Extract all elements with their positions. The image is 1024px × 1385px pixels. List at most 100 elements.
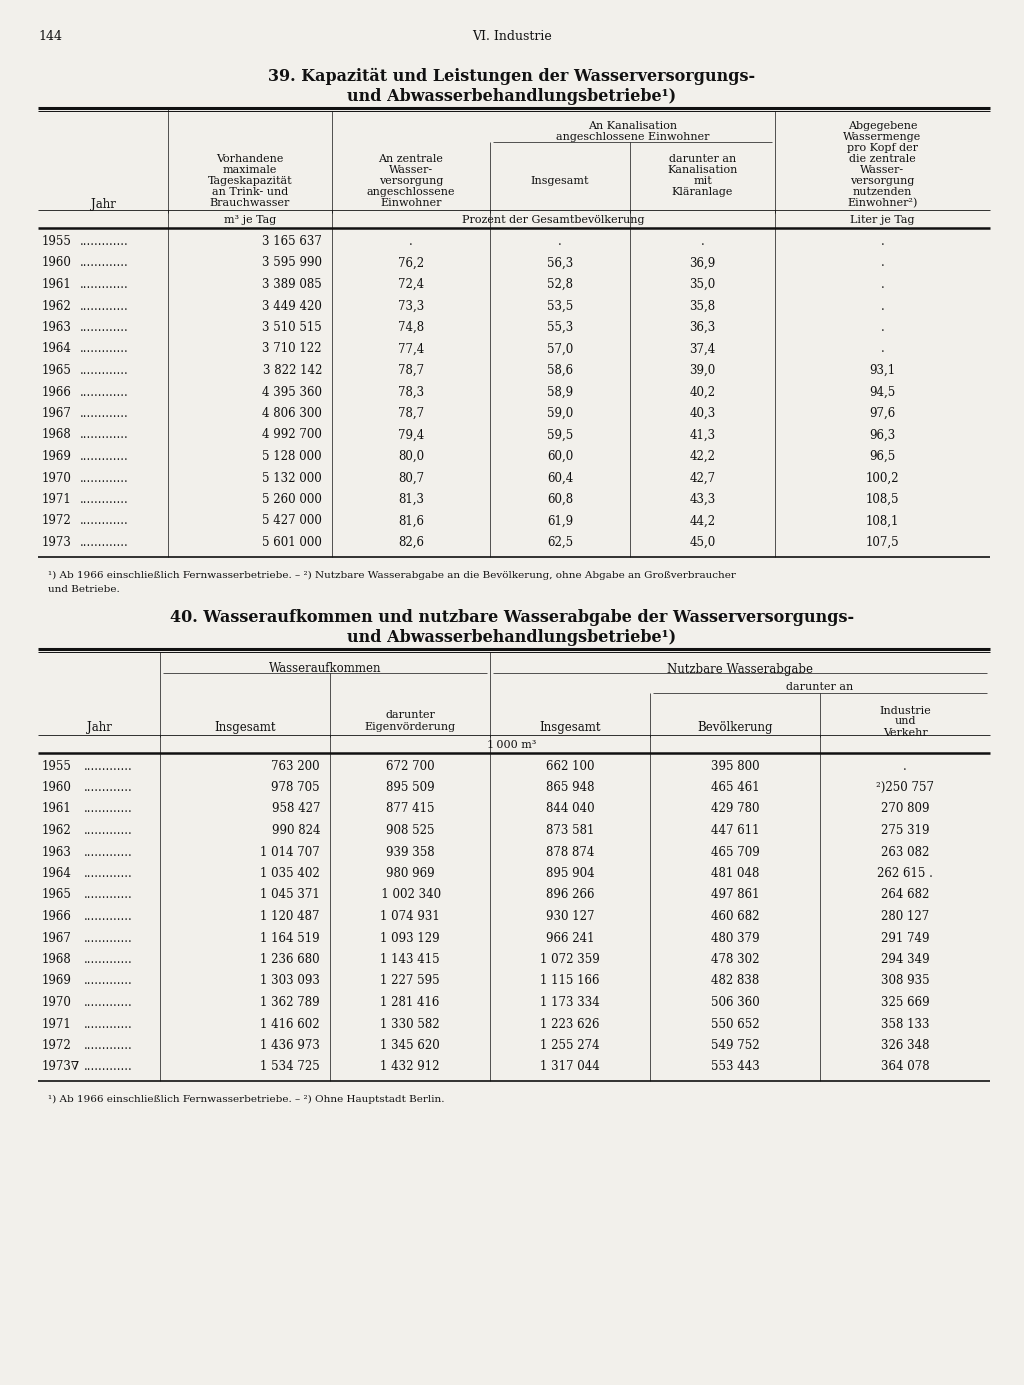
Text: 364 078: 364 078 [881, 1061, 930, 1073]
Text: 270 809: 270 809 [881, 802, 929, 816]
Text: Insgesamt: Insgesamt [540, 720, 601, 734]
Text: 3 710 122: 3 710 122 [262, 342, 322, 356]
Text: 93,1: 93,1 [869, 364, 896, 377]
Text: 1969: 1969 [42, 975, 72, 988]
Text: 908 525: 908 525 [386, 824, 434, 837]
Text: und: und [894, 716, 915, 727]
Text: Wasser-: Wasser- [389, 165, 433, 175]
Text: 1 120 487: 1 120 487 [260, 910, 319, 922]
Text: 1962: 1962 [42, 824, 72, 837]
Text: Insgesamt: Insgesamt [214, 720, 275, 734]
Text: 5 601 000: 5 601 000 [262, 536, 322, 548]
Text: 275 319: 275 319 [881, 824, 929, 837]
Text: 930 127: 930 127 [546, 910, 594, 922]
Text: Bevölkerung: Bevölkerung [697, 720, 773, 734]
Text: 308 935: 308 935 [881, 975, 930, 988]
Text: 978 705: 978 705 [271, 781, 319, 794]
Text: darunter: darunter [385, 711, 435, 720]
Text: 1 000 m³: 1 000 m³ [487, 740, 537, 749]
Text: .: . [881, 235, 885, 248]
Text: 1 072 359: 1 072 359 [540, 953, 600, 965]
Text: darunter an: darunter an [669, 154, 736, 163]
Text: 1966: 1966 [42, 385, 72, 399]
Text: 78,3: 78,3 [398, 385, 424, 399]
Text: 326 348: 326 348 [881, 1039, 929, 1053]
Text: 55,3: 55,3 [547, 321, 573, 334]
Text: versorgung: versorgung [379, 176, 443, 186]
Text: 82,6: 82,6 [398, 536, 424, 548]
Text: .: . [410, 235, 413, 248]
Text: 1 255 274: 1 255 274 [541, 1039, 600, 1053]
Text: 3 449 420: 3 449 420 [262, 299, 322, 313]
Text: 1962: 1962 [42, 299, 72, 313]
Text: an Trink- und: an Trink- und [212, 187, 288, 197]
Text: 78,7: 78,7 [398, 364, 424, 377]
Text: An Kanalisation: An Kanalisation [588, 120, 677, 132]
Text: 460 682: 460 682 [711, 910, 759, 922]
Text: 3 595 990: 3 595 990 [262, 256, 322, 270]
Text: 1963: 1963 [42, 845, 72, 859]
Text: 895 904: 895 904 [546, 867, 594, 879]
Text: 465 709: 465 709 [711, 845, 760, 859]
Text: 1973: 1973 [42, 536, 72, 548]
Text: 56,3: 56,3 [547, 256, 573, 270]
Text: 1 143 415: 1 143 415 [380, 953, 440, 965]
Text: .: . [903, 759, 907, 773]
Text: .............: ............. [84, 910, 133, 922]
Text: Industrie: Industrie [880, 705, 931, 716]
Text: Wasser-: Wasser- [860, 165, 904, 175]
Text: 39. Kapazität und Leistungen der Wasserversorgungs-: 39. Kapazität und Leistungen der Wasserv… [268, 68, 756, 84]
Text: 1964: 1964 [42, 867, 72, 879]
Text: 1968: 1968 [42, 953, 72, 965]
Text: .............: ............. [80, 235, 129, 248]
Text: 1 330 582: 1 330 582 [380, 1018, 440, 1030]
Text: 96,3: 96,3 [869, 428, 896, 442]
Text: 1 362 789: 1 362 789 [260, 996, 319, 1010]
Text: .: . [881, 321, 885, 334]
Text: .............: ............. [84, 1061, 133, 1073]
Text: 1 173 334: 1 173 334 [540, 996, 600, 1010]
Text: 1971: 1971 [42, 493, 72, 506]
Text: 72,4: 72,4 [398, 278, 424, 291]
Text: .............: ............. [80, 321, 129, 334]
Text: 672 700: 672 700 [386, 759, 434, 773]
Text: .............: ............. [84, 932, 133, 945]
Text: 873 581: 873 581 [546, 824, 594, 837]
Text: 43,3: 43,3 [689, 493, 716, 506]
Text: 44,2: 44,2 [689, 514, 716, 528]
Text: 1973∇: 1973∇ [42, 1061, 80, 1073]
Text: .............: ............. [84, 802, 133, 816]
Text: 478 302: 478 302 [711, 953, 759, 965]
Text: Kanalisation: Kanalisation [668, 165, 737, 175]
Text: Jahr: Jahr [90, 198, 116, 211]
Text: 5 128 000: 5 128 000 [262, 450, 322, 463]
Text: 1 164 519: 1 164 519 [260, 932, 319, 945]
Text: .............: ............. [80, 471, 129, 485]
Text: 264 682: 264 682 [881, 889, 929, 902]
Text: 877 415: 877 415 [386, 802, 434, 816]
Text: 1 014 707: 1 014 707 [260, 845, 319, 859]
Text: versorgung: versorgung [850, 176, 914, 186]
Text: 1 236 680: 1 236 680 [260, 953, 319, 965]
Text: 1966: 1966 [42, 910, 72, 922]
Text: .............: ............. [84, 1018, 133, 1030]
Text: 1972: 1972 [42, 1039, 72, 1053]
Text: 60,8: 60,8 [547, 493, 573, 506]
Text: 80,0: 80,0 [398, 450, 424, 463]
Text: 1971: 1971 [42, 1018, 72, 1030]
Text: mit: mit [693, 176, 712, 186]
Text: 108,1: 108,1 [866, 514, 899, 528]
Text: 1965: 1965 [42, 364, 72, 377]
Text: 1964: 1964 [42, 342, 72, 356]
Text: 553 443: 553 443 [711, 1061, 760, 1073]
Text: Jahr: Jahr [87, 720, 112, 734]
Text: VI. Industrie: VI. Industrie [472, 30, 552, 43]
Text: Abgegebene: Abgegebene [848, 120, 918, 132]
Text: 1 345 620: 1 345 620 [380, 1039, 440, 1053]
Text: 52,8: 52,8 [547, 278, 573, 291]
Text: 325 669: 325 669 [881, 996, 930, 1010]
Text: 939 358: 939 358 [386, 845, 434, 859]
Text: 4 806 300: 4 806 300 [262, 407, 322, 420]
Text: 662 100: 662 100 [546, 759, 594, 773]
Text: 1 115 166: 1 115 166 [541, 975, 600, 988]
